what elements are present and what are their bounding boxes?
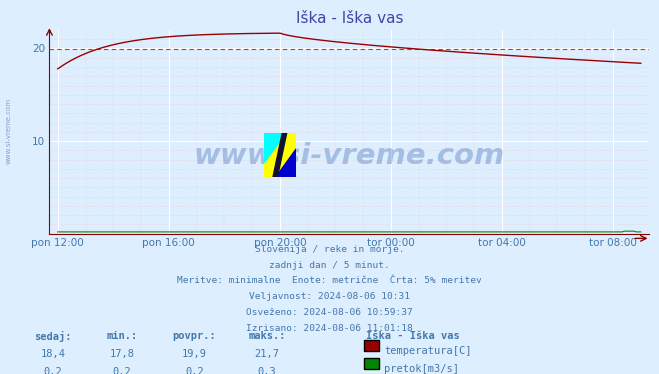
Text: pretok[m3/s]: pretok[m3/s]: [384, 364, 459, 374]
Text: Meritve: minimalne  Enote: metrične  Črta: 5% meritev: Meritve: minimalne Enote: metrične Črta:…: [177, 276, 482, 285]
Text: Veljavnost: 2024-08-06 10:31: Veljavnost: 2024-08-06 10:31: [249, 292, 410, 301]
Text: 19,9: 19,9: [182, 349, 207, 359]
Text: 0,2: 0,2: [113, 367, 131, 374]
Text: min.:: min.:: [106, 331, 138, 341]
Text: 21,7: 21,7: [254, 349, 279, 359]
Text: 18,4: 18,4: [40, 349, 65, 359]
Text: sedaj:: sedaj:: [34, 331, 71, 342]
Text: 0,2: 0,2: [43, 367, 62, 374]
Text: temperatura[C]: temperatura[C]: [384, 346, 472, 356]
Text: www.si-vreme.com: www.si-vreme.com: [194, 142, 505, 170]
Text: 17,8: 17,8: [109, 349, 134, 359]
Text: maks.:: maks.:: [248, 331, 285, 341]
Text: Izrisano: 2024-08-06 11:01:18: Izrisano: 2024-08-06 11:01:18: [246, 324, 413, 332]
Text: zadnji dan / 5 minut.: zadnji dan / 5 minut.: [269, 261, 390, 270]
Title: Iška - Iška vas: Iška - Iška vas: [295, 11, 403, 26]
Text: 0,3: 0,3: [258, 367, 276, 374]
Text: Iška - Iška vas: Iška - Iška vas: [366, 331, 459, 341]
Polygon shape: [264, 132, 285, 162]
Polygon shape: [275, 148, 296, 177]
Text: Slovenija / reke in morje.: Slovenija / reke in morje.: [255, 245, 404, 254]
Text: 0,2: 0,2: [185, 367, 204, 374]
Polygon shape: [273, 132, 287, 177]
Text: povpr.:: povpr.:: [173, 331, 216, 341]
Text: www.si-vreme.com: www.si-vreme.com: [5, 98, 12, 164]
Text: Osveženo: 2024-08-06 10:59:37: Osveženo: 2024-08-06 10:59:37: [246, 308, 413, 317]
